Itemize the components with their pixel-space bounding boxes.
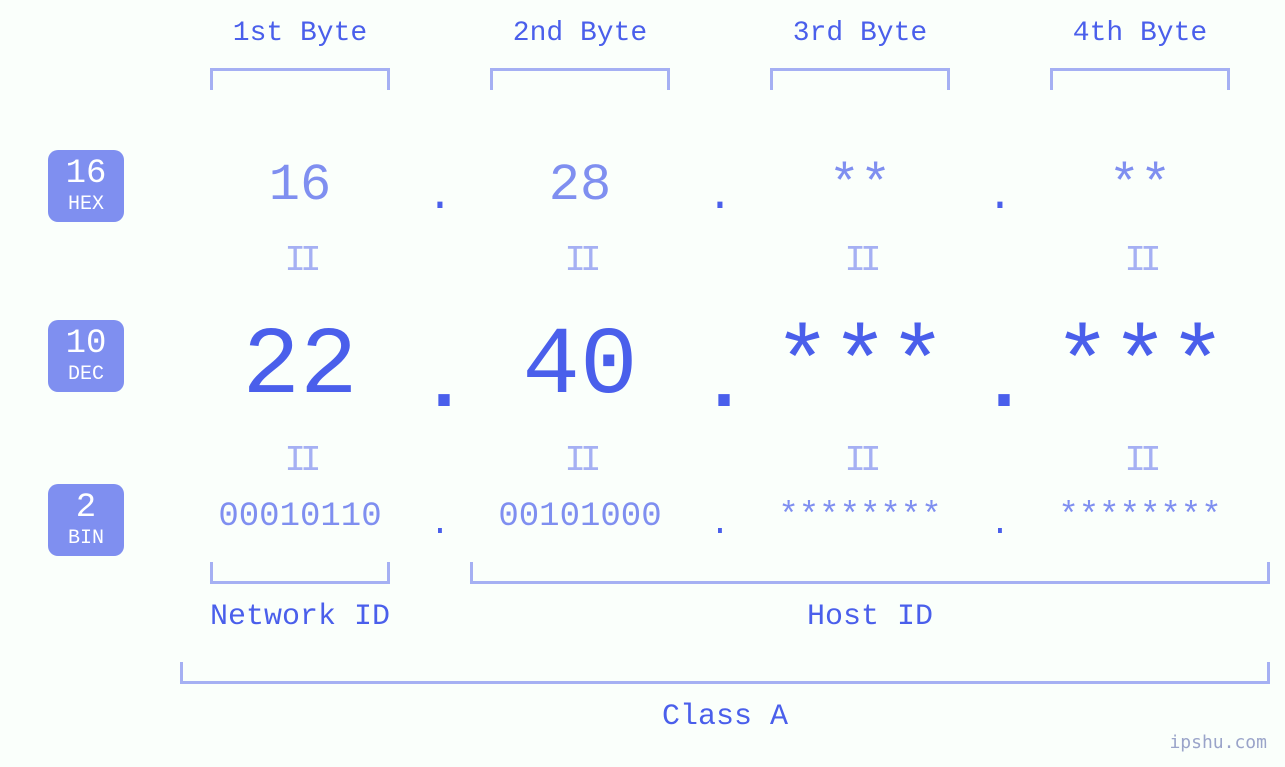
- eq-dec-bin-3: II: [840, 440, 880, 481]
- hex-dot-3: .: [980, 172, 1020, 222]
- hex-dot-2: .: [700, 172, 740, 222]
- bin-byte-3: ********: [730, 498, 990, 536]
- eq-hex-dec-3: II: [840, 240, 880, 281]
- dec-byte-3: ***: [730, 312, 990, 421]
- byte-bracket-4: [1050, 68, 1230, 90]
- byte-header-2: 2nd Byte: [450, 18, 710, 49]
- hex-dot-1: .: [420, 172, 460, 222]
- dec-byte-2: 40: [450, 312, 710, 421]
- eq-hex-dec-4: II: [1120, 240, 1160, 281]
- host-id-label: Host ID: [470, 600, 1270, 634]
- bin-byte-2: 00101000: [450, 498, 710, 536]
- bin-dot-1: .: [428, 506, 452, 544]
- hex-byte-4: **: [1010, 156, 1270, 215]
- class-label: Class A: [180, 700, 1270, 734]
- hex-byte-3: **: [730, 156, 990, 215]
- base-badge-bin: 2 BIN: [48, 484, 124, 556]
- network-id-bracket: [210, 562, 390, 584]
- dec-dot-3: .: [980, 340, 1020, 431]
- eq-hex-dec-2: II: [560, 240, 600, 281]
- byte-header-3: 3rd Byte: [730, 18, 990, 49]
- badge-dec-label: DEC: [48, 364, 124, 385]
- dec-dot-1: .: [420, 340, 460, 431]
- badge-hex-label: HEX: [48, 194, 124, 215]
- byte-bracket-2: [490, 68, 670, 90]
- byte-header-4: 4th Byte: [1010, 18, 1270, 49]
- base-badge-hex: 16 HEX: [48, 150, 124, 222]
- hex-byte-2: 28: [450, 156, 710, 215]
- badge-bin-base: 2: [48, 491, 124, 527]
- badge-dec-base: 10: [48, 327, 124, 363]
- dec-byte-1: 22: [170, 312, 430, 421]
- bin-byte-4: ********: [1010, 498, 1270, 536]
- badge-bin-label: BIN: [48, 528, 124, 549]
- dec-byte-4: ***: [1010, 312, 1270, 421]
- bin-byte-1: 00010110: [170, 498, 430, 536]
- dec-dot-2: .: [700, 340, 740, 431]
- network-id-label: Network ID: [170, 600, 430, 634]
- base-badge-dec: 10 DEC: [48, 320, 124, 392]
- eq-dec-bin-2: II: [560, 440, 600, 481]
- watermark: ipshu.com: [1169, 732, 1267, 753]
- host-id-bracket: [470, 562, 1270, 584]
- class-bracket: [180, 662, 1270, 684]
- bin-dot-2: .: [708, 506, 732, 544]
- byte-bracket-1: [210, 68, 390, 90]
- byte-header-1: 1st Byte: [170, 18, 430, 49]
- bin-dot-3: .: [988, 506, 1012, 544]
- ip-byte-diagram: 1st Byte 2nd Byte 3rd Byte 4th Byte 16 H…: [0, 0, 1285, 767]
- badge-hex-base: 16: [48, 157, 124, 193]
- byte-bracket-3: [770, 68, 950, 90]
- eq-hex-dec-1: II: [280, 240, 320, 281]
- hex-byte-1: 16: [170, 156, 430, 215]
- eq-dec-bin-1: II: [280, 440, 320, 481]
- eq-dec-bin-4: II: [1120, 440, 1160, 481]
